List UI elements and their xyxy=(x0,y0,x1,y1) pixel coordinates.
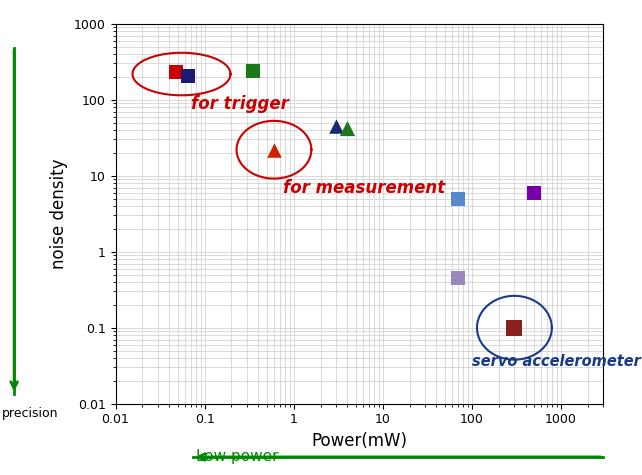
Point xyxy=(248,67,258,75)
Point xyxy=(331,122,342,130)
Text: for measurement: for measurement xyxy=(282,179,445,197)
Point xyxy=(453,195,464,202)
Text: Low power: Low power xyxy=(196,449,279,465)
Point xyxy=(183,72,193,80)
Text: precision: precision xyxy=(2,407,58,420)
X-axis label: Power(mW): Power(mW) xyxy=(311,432,408,450)
Point xyxy=(342,124,352,132)
Point xyxy=(269,146,279,153)
Point xyxy=(529,189,539,196)
Text: servo accelerometer: servo accelerometer xyxy=(472,354,641,369)
Y-axis label: noise density: noise density xyxy=(51,159,69,269)
Point xyxy=(509,324,519,332)
Text: for trigger: for trigger xyxy=(191,95,289,113)
Point xyxy=(171,68,182,76)
Point xyxy=(453,274,464,282)
